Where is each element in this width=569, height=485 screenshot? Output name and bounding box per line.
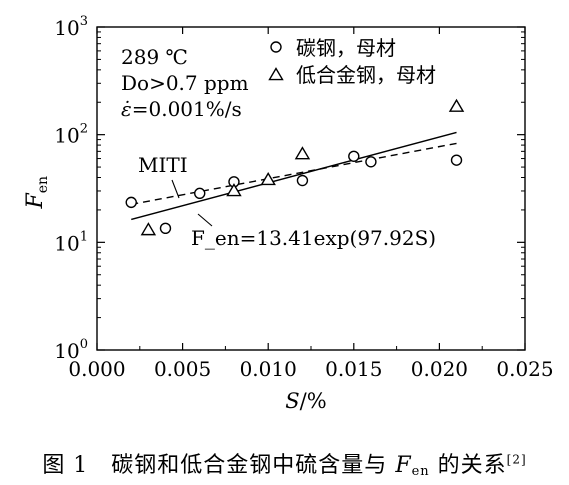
miti-leader — [171, 179, 180, 199]
marker-carbon-steel — [450, 154, 463, 166]
caption-symbol: F — [395, 453, 412, 478]
marker-low-alloy-steel — [140, 222, 157, 236]
equation-leader — [197, 213, 213, 227]
caption-symbol-sub: en — [411, 464, 430, 479]
x-tick-label: 0.005 — [154, 357, 211, 381]
marker-carbon-steel — [194, 187, 206, 200]
legend-marker-circle — [270, 41, 282, 53]
marker-carbon-steel — [159, 222, 172, 235]
plot-axes — [96, 26, 526, 351]
strain-rate-value: =0.001%/s — [132, 97, 242, 121]
chart: 0.000 0.005 0.010 0.015 0.020 0.0251001011021… — [23, 14, 554, 413]
y-axis-title-symbol: F — [23, 193, 48, 210]
marker-carbon-steel — [365, 156, 377, 168]
legend-label: 碳钢，母材 — [296, 36, 396, 60]
y-axis-title-subscript: en — [35, 176, 51, 193]
y-tick-label: 101 — [54, 229, 88, 255]
y-tick-label: 103 — [54, 14, 88, 40]
x-tick-label: 0.000 — [68, 357, 125, 381]
chart-labels: 0.000 0.005 0.010 0.015 0.020 0.0251001011021… — [23, 14, 554, 413]
strain-rate-symbol: ε̇ — [121, 97, 132, 121]
y-tick-exponent: 0 — [80, 337, 88, 352]
y-tick-exponent: 2 — [80, 122, 88, 137]
y-tick-exponent: 1 — [80, 229, 88, 244]
marker-low-alloy-steel — [448, 98, 465, 112]
legend-label: 低合金钢，母材 — [296, 63, 436, 87]
fit-line-solid — [131, 131, 457, 221]
equation-part-0: F_en=13.41exp(97.92S) — [191, 226, 436, 250]
x-tick-label: 0.015 — [325, 357, 382, 381]
marker-carbon-steel — [125, 196, 137, 209]
condition-line: ε̇=0.001%/s — [121, 97, 242, 121]
marker-low-alloy-steel — [294, 146, 311, 160]
miti-label: MITI — [138, 153, 188, 177]
caption-prefix: 图 1 碳钢和低合金钢中硫含量与 — [42, 453, 388, 478]
legend-marker-triangle — [268, 67, 284, 81]
y-tick-base: 10 — [54, 339, 79, 363]
x-tick-label: 0.010 — [240, 357, 297, 381]
x-axis-title-symbol: S — [285, 389, 299, 413]
x-axis-title-unit: /% — [300, 389, 327, 413]
condition-line: 289 ℃ — [121, 45, 188, 69]
y-tick-label: 100 — [54, 337, 88, 363]
caption-suffix: 的关系 — [437, 453, 507, 478]
y-tick-exponent: 3 — [80, 14, 88, 29]
marker-low-alloy-steel — [260, 172, 276, 186]
y-tick-base: 10 — [54, 231, 79, 255]
x-axis-title: S/% — [285, 389, 326, 413]
marker-low-alloy-steel — [226, 183, 242, 197]
data-markers — [125, 41, 465, 236]
equation-label: F_en=13.41exp(97.92S) — [191, 226, 436, 250]
y-tick-label: 102 — [54, 122, 88, 148]
marker-carbon-steel — [296, 174, 309, 187]
y-tick-base: 10 — [54, 16, 79, 40]
fit-lines — [131, 131, 457, 221]
x-tick-label: 0.020 — [411, 357, 468, 381]
y-tick-base: 10 — [54, 124, 79, 148]
x-tick-label: 0.025 — [496, 357, 553, 381]
caption-ref: [2] — [506, 452, 527, 467]
marker-carbon-steel — [348, 150, 360, 162]
condition-line: Do>0.7 ppm — [121, 71, 249, 95]
y-axis-title: Fen — [23, 176, 51, 210]
figure-caption: 图 1 碳钢和低合金钢中硫含量与 Fen 的关系[2] — [0, 447, 569, 479]
